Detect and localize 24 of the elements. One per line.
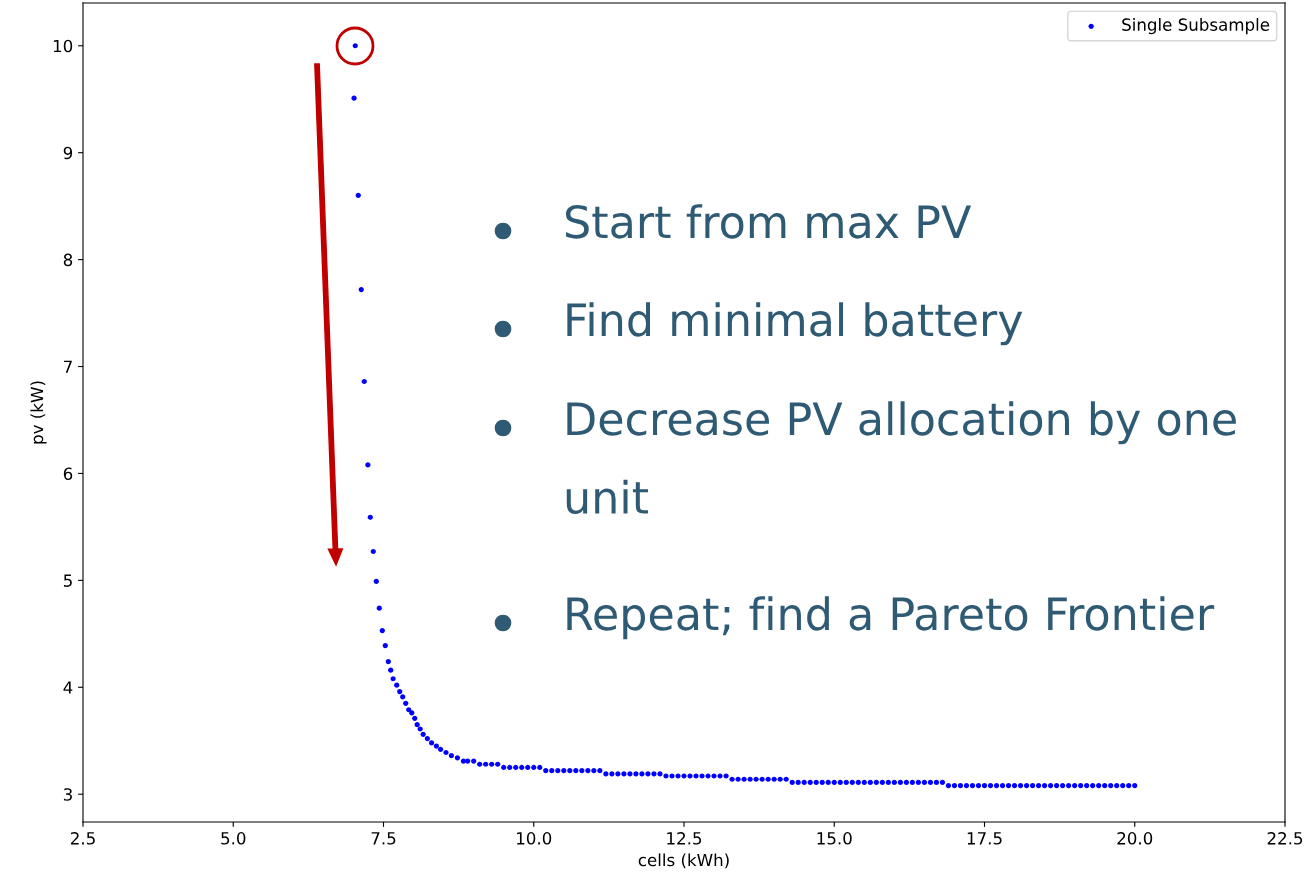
annotation: Repeat; find a Pareto Frontier [567, 596, 1215, 640]
x-tick-label: 7.5 [371, 832, 396, 845]
x-tick-label: 17.5 [967, 832, 1002, 845]
x-tick-label: 15.0 [817, 832, 852, 845]
y-tick-label: 8 [63, 253, 73, 267]
x-tick-label: 12.5 [667, 832, 702, 845]
y-tick-label: 9 [63, 146, 73, 160]
y-axis-title: pv (kW) [30, 381, 47, 444]
y-tick-label: 6 [63, 467, 73, 481]
legend-label: Single Subsample [1122, 18, 1270, 35]
annotation: Decrease PV allocation by one unit [566, 401, 1236, 515]
y-tick-label: 5 [63, 574, 72, 587]
annotation: Start from max PV [565, 204, 972, 239]
x-axis-title: cells (kWh) [638, 853, 729, 869]
y-tick-label: 3 [63, 788, 72, 801]
x-tick-label: 10.0 [517, 832, 552, 845]
x-tick-label: 5.0 [221, 832, 246, 845]
x-tick-label: 2.5 [70, 832, 95, 845]
x-tick-label: 22.5 [1267, 832, 1303, 845]
y-tick-label: 4 [63, 681, 73, 694]
y-tick-label: 7 [64, 360, 72, 373]
annotation: Find minimal battery [567, 302, 1023, 346]
x-tick-label: 20.0 [1117, 832, 1153, 845]
y-tick-label: 10 [53, 39, 73, 53]
